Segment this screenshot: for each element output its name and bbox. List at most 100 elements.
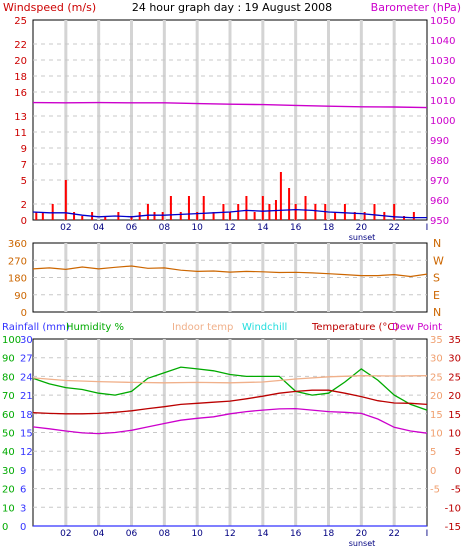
temp-panel-x-tick-label: 22 — [388, 529, 399, 539]
windspeed-bar — [343, 204, 346, 220]
temp-panel-x-tick-label: 16 — [290, 529, 302, 539]
temp-panel-x-tick-label: 20 — [356, 529, 368, 539]
windspeed-bar — [179, 212, 182, 220]
temperature-tick-label: -5 — [451, 485, 461, 496]
windspeed-bar — [64, 180, 67, 220]
windspeed-tick-label: 5 — [21, 176, 27, 187]
legend-label: Dew Point — [392, 322, 442, 333]
compass-tick-label: W — [433, 254, 444, 267]
windspeed-bar — [412, 212, 415, 220]
humidity-tick-label: 50 — [2, 429, 15, 440]
humidity-tick-label: 100 — [2, 335, 21, 346]
windspeed-bar — [353, 212, 356, 220]
barometer-tick-label: 1010 — [430, 96, 455, 107]
windspeed-bar — [104, 216, 107, 220]
windspeed-bar — [288, 188, 291, 220]
wind-panel-x-tick-label: 20 — [356, 223, 368, 233]
barometer-tick-label: 1020 — [430, 76, 455, 87]
windspeed-tick-label: 22 — [14, 40, 27, 51]
wind-panel-x-tick-label: 12 — [224, 223, 235, 233]
windspeed-bar — [373, 204, 376, 220]
barometer-tick-label: 1050 — [430, 16, 455, 27]
windspeed-bar — [363, 212, 366, 220]
rainfall-tick-label: 0 — [20, 522, 26, 533]
indoor-temp-line — [32, 375, 428, 384]
windspeed-bar — [196, 212, 199, 220]
legend-label: Windchill — [242, 322, 287, 333]
windspeed-tick-label: 16 — [14, 88, 27, 99]
wind-panel-x-tick-label: 10 — [191, 223, 203, 233]
indoor-temp-tick-label: 25 — [430, 372, 443, 383]
windspeed-tick-label: 11 — [14, 128, 27, 139]
humidity-tick-label: 40 — [2, 447, 15, 458]
temp-panel-x-tick-label: 12 — [224, 529, 235, 539]
compass-tick-label: S — [433, 272, 440, 285]
barometer-tick-label: 980 — [430, 156, 449, 167]
windspeed-bar — [229, 212, 231, 220]
windspeed-bar — [35, 212, 38, 220]
windspeed-bar — [153, 212, 156, 220]
barometer-tick-label: 1030 — [430, 56, 455, 67]
windspeed-tick-label: 20 — [14, 56, 27, 67]
indoor-temp-tick-label: 0 — [430, 466, 436, 477]
indoor-temp-tick-label: 35 — [430, 335, 443, 346]
windspeed-bar — [304, 196, 307, 220]
direction-tick-label: 360 — [8, 239, 27, 250]
avg-windspeed-line — [32, 208, 427, 219]
windspeed-bar — [161, 212, 164, 220]
temperature-tick-label: 10 — [448, 429, 461, 440]
direction-tick-label: 270 — [8, 256, 27, 267]
windspeed-tick-label: 2 — [21, 200, 27, 211]
temperature-tick-label: 5 — [455, 447, 461, 458]
rainfall-tick-label: 15 — [20, 429, 33, 440]
indoor-temp-tick-label: 20 — [430, 391, 443, 402]
rainfall-tick-label: 6 — [20, 485, 26, 496]
windspeed-bar — [268, 204, 271, 220]
temperature-tick-label: 20 — [448, 391, 461, 402]
rainfall-tick-label: 30 — [20, 335, 33, 346]
windspeed-bar — [169, 196, 172, 220]
temperature-tick-label: 35 — [448, 335, 461, 346]
rainfall-tick-label: 18 — [20, 410, 33, 421]
windspeed-bar — [279, 172, 282, 220]
windspeed-axis-title: Windspeed (m/s) — [3, 1, 96, 14]
windspeed-bar — [41, 212, 44, 220]
windspeed-bar — [212, 212, 215, 220]
humidity-tick-label: 80 — [2, 372, 15, 383]
temperature-tick-label: -10 — [445, 503, 461, 514]
indoor-temp-tick-label: 30 — [430, 354, 443, 365]
legend-label: Indoor temp — [172, 322, 233, 333]
temp-panel-x-tick-label: 04 — [93, 529, 105, 539]
windspeed-tick-label: 7 — [21, 160, 27, 171]
temp-panel-x-end-mark: I — [426, 529, 429, 539]
rainfall-tick-label: 9 — [20, 466, 26, 477]
temperature-tick-label: 25 — [448, 372, 461, 383]
windspeed-bar — [146, 204, 149, 220]
barometer-tick-label: 990 — [430, 136, 449, 147]
windspeed-bar — [237, 204, 240, 220]
indoor-temp-tick-label: -5 — [430, 485, 440, 496]
rainfall-tick-label: 21 — [20, 391, 33, 402]
legend-label: Temperature (°C) — [311, 322, 398, 333]
legend-label: Rainfall (mm) — [2, 322, 70, 333]
wind-panel-x-end-mark: I — [426, 223, 429, 233]
barometer-line — [32, 101, 428, 109]
chart-title: 24 hour graph day : 19 August 2008 — [132, 1, 332, 14]
windspeed-bar — [81, 216, 84, 220]
temperature-line — [32, 389, 428, 415]
compass-tick-label: E — [433, 289, 440, 302]
humidity-tick-label: 60 — [2, 410, 15, 421]
direction-tick-label: 90 — [14, 291, 27, 302]
temp-panel-x-tick-label: 06 — [126, 529, 138, 539]
rainfall-tick-label: 3 — [20, 503, 26, 514]
temp-panel-x-tick-label: 10 — [191, 529, 203, 539]
barometer-tick-label: 1000 — [430, 116, 455, 127]
temp-panel-x-tick-label: 02 — [60, 529, 71, 539]
windspeed-bar — [130, 216, 133, 220]
legend-label: Humidity % — [66, 322, 124, 333]
windspeed-bar — [51, 204, 54, 220]
temp-panel-x-tick-label: 18 — [323, 529, 335, 539]
indoor-temp-tick-label: 15 — [430, 410, 443, 421]
barometer-tick-label: 970 — [430, 176, 449, 187]
